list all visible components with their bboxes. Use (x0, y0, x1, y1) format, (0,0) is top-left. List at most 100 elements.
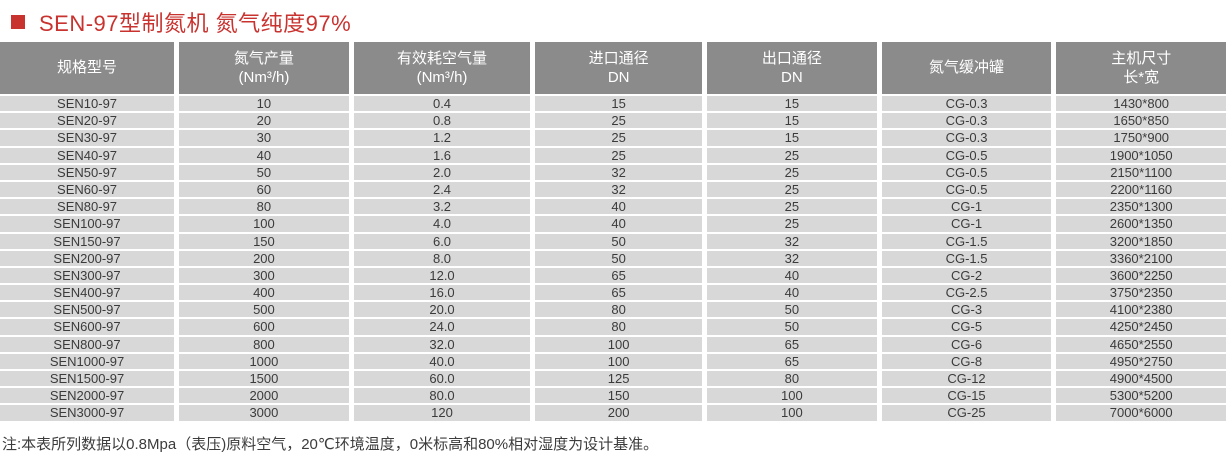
header-cell: 氮气产量 (Nm³/h) (179, 42, 349, 94)
table-cell: 65 (535, 285, 703, 301)
table-cell: CG-15 (881, 388, 1052, 404)
table-cell: SEN30-97 (0, 130, 175, 146)
table-row: SEN30-97 30 1.2 25 15 CG-0.3 1750*900 (0, 130, 1226, 146)
table-cell: SEN50-97 (0, 164, 175, 180)
table-cell: 65 (707, 353, 877, 369)
table-cell: 15 (707, 130, 877, 146)
table-cell: 40.0 (353, 353, 531, 369)
header-line2: DN (607, 69, 630, 86)
table-cell: 25 (535, 130, 703, 146)
table-cell: 1750*900 (1056, 130, 1226, 146)
table-row: SEN3000-97 3000 120 200 100 CG-25 7000*6000 (0, 405, 1226, 421)
spec-table: 规格型号 氮气产量 (Nm³/h) 有效耗空气量 (Nm³/h) 进口通径 DN 出口通径 DN… (0, 42, 1226, 421)
table-cell: 4100*2380 (1056, 302, 1226, 318)
table-cell: 25 (707, 181, 877, 198)
table-cell: 800 (179, 336, 349, 352)
table-cell: 50 (179, 164, 349, 180)
table-cell: 24.0 (353, 319, 531, 335)
table-cell: 1000 (179, 353, 349, 369)
table-cell: SEN800-97 (0, 336, 175, 352)
header-line2: 长*宽 (1123, 69, 1160, 86)
table-cell: 3600*2250 (1056, 267, 1226, 284)
table-cell: CG-25 (881, 405, 1052, 421)
table-cell: CG-2 (881, 267, 1052, 284)
table-cell: 125 (535, 371, 703, 387)
table-cell: CG-8 (881, 353, 1052, 369)
table-cell: 16.0 (353, 285, 531, 301)
table-cell: 15 (707, 113, 877, 129)
table-cell: 100 (535, 353, 703, 369)
table-row: SEN1000-97 1000 40.0 100 65 CG-8 4950*2750 (0, 353, 1226, 369)
table-row: SEN200-97 200 8.0 50 32 CG-1.5 3360*2100 (0, 250, 1226, 266)
table-cell: 25 (535, 147, 703, 163)
table-cell: SEN150-97 (0, 233, 175, 249)
table-cell: CG-1.5 (881, 233, 1052, 249)
table-cell: SEN60-97 (0, 181, 175, 198)
table-row: SEN50-97 50 2.0 32 25 CG-0.5 2150*1100 (0, 164, 1226, 180)
table-cell: SEN80-97 (0, 199, 175, 215)
table-cell: SEN100-97 (0, 216, 175, 232)
table-cell: 4650*2550 (1056, 336, 1226, 352)
table-cell: SEN500-97 (0, 302, 175, 318)
table-cell: 1.6 (353, 147, 531, 163)
table-cell: 25 (707, 164, 877, 180)
header-line1: 氮气产量 (233, 49, 294, 67)
table-cell: 300 (179, 267, 349, 284)
table-cell: CG-0.5 (881, 147, 1052, 163)
table-cell: 150 (179, 233, 349, 249)
table-cell: 2.0 (353, 164, 531, 180)
table-cell: 80 (535, 302, 703, 318)
header-line1: 有效耗空气量 (397, 49, 488, 67)
table-cell: SEN20-97 (0, 113, 175, 129)
table-cell: 100 (707, 405, 877, 421)
header-cell: 出口通径 DN (707, 42, 877, 94)
header-line2: (Nm³/h) (416, 69, 468, 86)
table-cell: SEN2000-97 (0, 388, 175, 404)
header-line1: 主机尺寸 (1111, 49, 1172, 67)
table-cell: 8.0 (353, 250, 531, 266)
table-cell: 2.4 (353, 181, 531, 198)
table-cell: 40 (707, 285, 877, 301)
table-cell: 2150*1100 (1056, 164, 1226, 180)
table-cell: 150 (535, 388, 703, 404)
table-cell: 4950*2750 (1056, 353, 1226, 369)
table-cell: 32 (535, 181, 703, 198)
header-line1: 氮气缓冲罐 (929, 59, 1005, 77)
table-cell: 20 (179, 113, 349, 129)
table-cell: CG-1.5 (881, 250, 1052, 266)
table-cell: 3000 (179, 405, 349, 421)
table-row: SEN20-97 20 0.8 25 15 CG-0.3 1650*850 (0, 113, 1226, 129)
table-cell: CG-0.3 (881, 113, 1052, 129)
table-cell: 25 (707, 147, 877, 163)
table-cell: 4.0 (353, 216, 531, 232)
table-cell: 2600*1350 (1056, 216, 1226, 232)
footnote: 注:本表所列数据以0.8Mpa（表压)原料空气，20℃环境温度，0米标高和80%… (2, 435, 659, 453)
table-cell: 10 (179, 96, 349, 112)
table-cell: 65 (707, 336, 877, 352)
table-cell: 200 (179, 250, 349, 266)
header-cell: 有效耗空气量 (Nm³/h) (353, 42, 531, 94)
table-cell: 60 (179, 181, 349, 198)
table-cell: 400 (179, 285, 349, 301)
header-cell: 进口通径 DN (535, 42, 703, 94)
table-row: SEN100-97 100 4.0 40 25 CG-1 2600*1350 (0, 216, 1226, 232)
table-cell: CG-0.3 (881, 130, 1052, 146)
table-cell: SEN200-97 (0, 250, 175, 266)
table-cell: CG-3 (881, 302, 1052, 318)
header-line1: 规格型号 (57, 59, 118, 77)
table-cell: 32 (535, 164, 703, 180)
table-row: SEN2000-97 2000 80.0 150 100 CG-15 5300*5200 (0, 388, 1226, 404)
table-cell: 3360*2100 (1056, 250, 1226, 266)
page-title: SEN-97型制氮机 氮气纯度97% (39, 11, 352, 36)
table-row: SEN60-97 60 2.4 32 25 CG-0.5 2200*1160 (0, 181, 1226, 198)
table-cell: 4250*2450 (1056, 319, 1226, 335)
table-cell: SEN1000-97 (0, 353, 175, 369)
table-cell: 2350*1300 (1056, 199, 1226, 215)
table-cell: 2200*1160 (1056, 181, 1226, 198)
table-cell: 6.0 (353, 233, 531, 249)
table-cell: 7000*6000 (1056, 405, 1226, 421)
table-cell: SEN1500-97 (0, 371, 175, 387)
table-header-row: 规格型号 氮气产量 (Nm³/h) 有效耗空气量 (Nm³/h) 进口通径 DN 出口通径 DN… (0, 42, 1226, 94)
table-cell: SEN3000-97 (0, 405, 175, 421)
table-cell: CG-0.5 (881, 181, 1052, 198)
